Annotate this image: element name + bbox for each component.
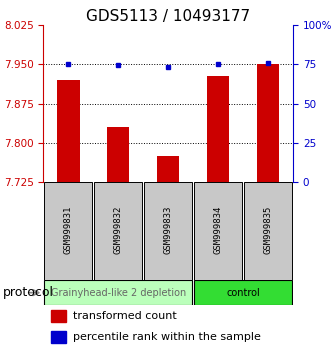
Text: GSM999835: GSM999835	[263, 205, 273, 253]
Bar	[51, 310, 66, 322]
Bar	[157, 156, 179, 182]
Text: GSM999833: GSM999833	[164, 205, 173, 253]
Bar	[194, 182, 242, 280]
Bar	[107, 127, 130, 182]
Bar	[244, 182, 292, 280]
Bar	[51, 331, 66, 343]
Text: control: control	[226, 288, 260, 298]
Text: transformed count: transformed count	[73, 311, 177, 321]
Bar	[257, 64, 279, 182]
Bar	[207, 76, 229, 182]
Text: percentile rank within the sample: percentile rank within the sample	[73, 332, 261, 342]
Bar	[144, 182, 192, 280]
Bar	[44, 182, 92, 280]
Bar	[57, 80, 80, 182]
Bar	[44, 280, 192, 305]
Text: GSM999832: GSM999832	[114, 205, 123, 253]
Bar	[194, 280, 292, 305]
Title: GDS5113 / 10493177: GDS5113 / 10493177	[86, 8, 250, 24]
Bar	[94, 182, 142, 280]
Text: Grainyhead-like 2 depletion: Grainyhead-like 2 depletion	[51, 288, 186, 298]
Text: protocol: protocol	[3, 286, 54, 299]
Text: GSM999831: GSM999831	[64, 205, 73, 253]
Text: GSM999834: GSM999834	[213, 205, 223, 253]
